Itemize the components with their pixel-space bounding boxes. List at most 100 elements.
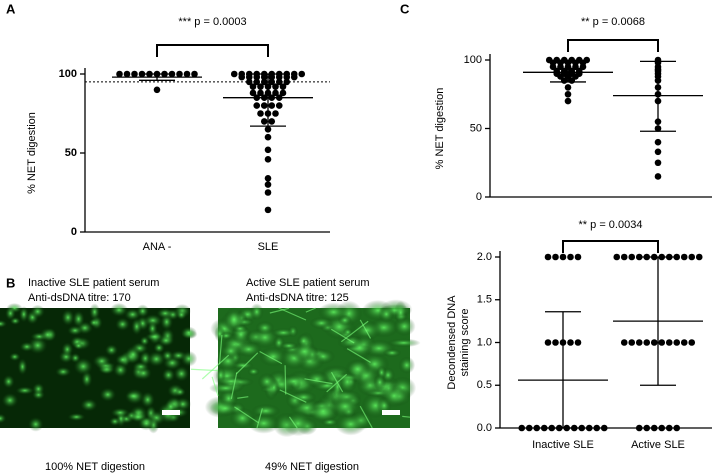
significance-bracket — [567, 39, 659, 52]
data-point — [635, 339, 643, 346]
cell — [382, 348, 402, 358]
data-point — [688, 339, 696, 346]
data-point — [552, 253, 559, 261]
image-subtitle: Anti-dsDNA titre: 125 — [246, 292, 349, 304]
fiber — [211, 376, 219, 397]
scale-bar — [162, 410, 180, 415]
fiber — [359, 319, 372, 339]
fiber — [288, 416, 298, 429]
cell — [258, 346, 288, 367]
data-point — [264, 133, 272, 141]
data-point — [264, 206, 272, 214]
cell — [176, 309, 187, 321]
cell — [61, 309, 75, 326]
cell — [309, 316, 334, 330]
scale-bar — [382, 410, 400, 415]
cell — [92, 354, 112, 368]
data-point — [574, 253, 582, 261]
data-point — [245, 73, 253, 81]
fiber — [359, 405, 373, 429]
data-point — [680, 253, 688, 261]
image-subtitle: Anti-dsDNA titre: 170 — [28, 292, 131, 304]
cell — [2, 374, 15, 389]
data-point — [658, 424, 666, 432]
data-point — [257, 83, 264, 90]
fiber — [218, 335, 223, 365]
x-tick-label: Active SLE — [631, 439, 685, 451]
cell — [249, 303, 264, 321]
x-tick-label: Inactive SLE — [532, 439, 594, 451]
y-tick-label: 0.5 — [477, 379, 492, 391]
data-point — [578, 424, 586, 432]
panel-label: B — [6, 275, 15, 290]
data-point — [176, 70, 183, 78]
cell — [215, 376, 247, 387]
data-point — [253, 73, 261, 81]
data-point — [620, 253, 628, 261]
image-title: Inactive SLE patient serum — [28, 277, 159, 289]
data-point — [272, 83, 279, 90]
data-point — [298, 70, 306, 78]
cell — [72, 310, 85, 328]
fiber — [346, 348, 371, 363]
data-point — [238, 73, 246, 81]
cell — [174, 387, 186, 397]
cell — [381, 384, 407, 408]
data-point — [620, 339, 628, 346]
y-axis-label: % NET digestion — [26, 112, 38, 194]
cell — [161, 367, 176, 383]
cell — [108, 416, 121, 427]
y-tick-label: 100 — [59, 68, 77, 80]
fiber — [256, 408, 263, 429]
data-point — [264, 126, 272, 133]
cell — [88, 318, 100, 328]
cell — [55, 366, 72, 377]
cell — [99, 387, 117, 402]
data-point — [268, 102, 276, 109]
cell — [30, 304, 46, 319]
cell — [290, 341, 319, 362]
data-point — [268, 78, 276, 86]
data-point — [249, 83, 257, 90]
data-point — [264, 174, 272, 182]
data-point — [268, 118, 276, 125]
data-point — [264, 146, 272, 154]
cell — [394, 300, 408, 325]
data-point — [560, 77, 568, 84]
data-point — [257, 89, 264, 97]
data-point — [552, 339, 559, 346]
cell — [104, 344, 119, 357]
fiber — [269, 307, 290, 314]
y-tick-label: 100 — [464, 54, 482, 66]
cell — [147, 320, 158, 337]
data-point — [585, 424, 593, 432]
significance-bracket — [562, 240, 659, 253]
cell — [0, 413, 7, 424]
data-point — [123, 70, 131, 78]
data-point — [260, 78, 268, 86]
cell — [9, 352, 21, 362]
image-title: Active SLE patient serum — [246, 277, 370, 289]
data-point — [564, 84, 572, 91]
cell — [18, 306, 29, 323]
data-point — [540, 424, 548, 432]
panel-b — [0, 299, 421, 438]
x-tick-label: SLE — [258, 241, 279, 253]
data-point — [650, 339, 658, 346]
cell — [115, 317, 131, 332]
cell — [173, 365, 190, 382]
cell — [257, 372, 277, 391]
data-point — [253, 102, 261, 109]
data-point — [564, 97, 572, 105]
data-point — [544, 339, 552, 346]
cell — [61, 342, 74, 357]
fiber — [237, 396, 249, 399]
data-point — [272, 110, 279, 117]
cell — [137, 416, 155, 431]
fiber — [341, 320, 369, 343]
cell — [19, 341, 35, 352]
cell — [15, 386, 35, 395]
fiber — [235, 352, 259, 375]
cell — [109, 302, 129, 317]
